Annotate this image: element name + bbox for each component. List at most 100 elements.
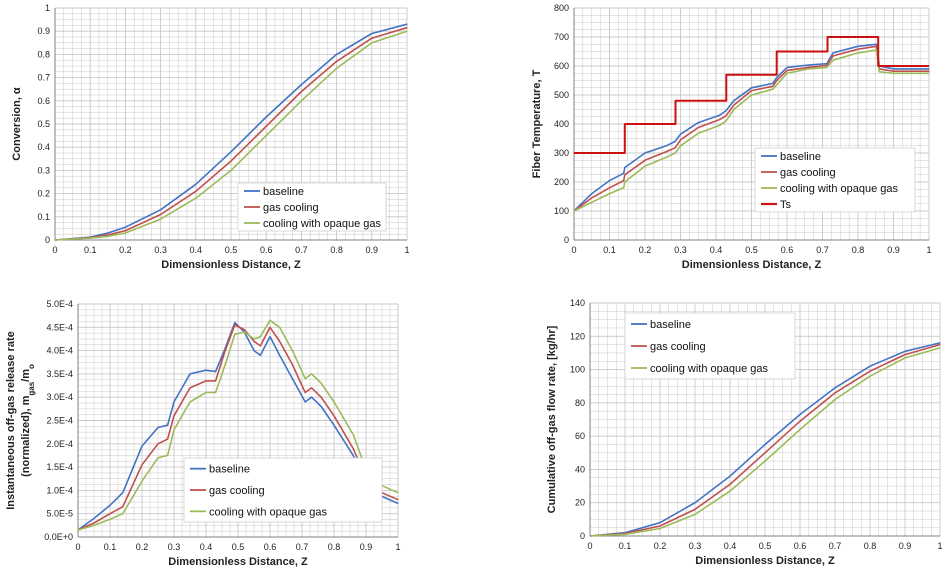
data-point — [311, 396, 313, 398]
x-tick-label: 0.7 — [829, 541, 842, 551]
data-point — [167, 438, 169, 440]
data-point — [265, 135, 267, 137]
data-point — [799, 428, 801, 431]
x-tick-label: 0.6 — [794, 541, 807, 551]
data-point — [93, 517, 95, 520]
data-point — [764, 452, 766, 454]
data-point — [776, 50, 778, 53]
y-tick-label: 0.3 — [37, 165, 50, 175]
data-point — [807, 66, 809, 68]
legend-label-baseline: baseline — [650, 319, 691, 331]
legend-label-cooling-with-opaque-gas: cooling with opaque gas — [650, 363, 769, 375]
data-point — [157, 426, 159, 429]
y-tick-label: 2.5E-4 — [46, 416, 73, 426]
y-tick-label: 0.8 — [37, 49, 50, 59]
data-point — [371, 32, 373, 35]
x-tick-label: 0.4 — [724, 541, 737, 551]
data-point — [234, 324, 236, 326]
data-point — [939, 344, 941, 346]
data-point — [122, 492, 124, 494]
data-point — [107, 234, 109, 236]
data-point — [173, 401, 175, 403]
data-point — [352, 447, 354, 450]
x-tick-label: 1 — [937, 541, 942, 551]
y-tick-label: 800 — [554, 3, 569, 13]
data-point — [215, 391, 217, 394]
y-tick-label: 1.5E-4 — [46, 462, 73, 472]
data-point — [807, 64, 809, 66]
data-point — [750, 90, 753, 92]
data-point — [167, 454, 169, 456]
data-point — [397, 492, 399, 494]
chart-1: 0 0.1 0.2 0.3 0.4 0.5 0.6 0.7 0.8 0.9 1 0 0.1 0.2 0.3 0… — [11, 3, 410, 271]
data-point — [141, 464, 143, 466]
data-point — [205, 391, 207, 394]
legend-label-cooling-with-opaque-gas: cooling with opaque gas — [209, 506, 328, 518]
data-point — [772, 82, 774, 84]
y-tick-label: 5.0E-5 — [46, 509, 73, 519]
data-point — [269, 319, 271, 321]
data-point — [269, 336, 271, 338]
data-point — [234, 333, 236, 335]
data-point — [928, 72, 930, 74]
data-point — [589, 535, 591, 537]
data-point — [624, 181, 626, 183]
data-point — [265, 125, 267, 127]
x-tick-label: 0.2 — [119, 245, 132, 255]
data-point — [397, 502, 399, 504]
data-point — [320, 405, 322, 408]
data-point — [352, 454, 354, 456]
data-point — [674, 140, 676, 142]
data-point — [173, 415, 175, 417]
data-point — [304, 378, 306, 380]
data-point — [230, 160, 232, 162]
y-tick-label: 0.6 — [37, 96, 50, 106]
data-point — [939, 342, 941, 344]
data-point — [697, 132, 699, 134]
data-point — [718, 119, 721, 121]
legend-label-gas-cooling: gas cooling — [650, 341, 706, 353]
data-point — [336, 53, 338, 56]
data-point — [729, 483, 731, 485]
data-point — [750, 87, 753, 89]
data-point — [352, 433, 354, 436]
data-point — [397, 499, 399, 501]
y-label-sub: o — [27, 364, 36, 369]
y-tick-label: 0.5 — [37, 119, 50, 129]
data-point — [195, 183, 197, 185]
y-axis-label: Fiber Temperature, T — [531, 69, 543, 178]
series-line-baseline — [54, 23, 408, 241]
y-tick-label: 0 — [564, 235, 569, 245]
y-axis-label: Cumulative off-gas flow rate, [kg/hr] — [546, 325, 558, 513]
x-tick-label: 0 — [587, 541, 592, 551]
data-point — [674, 123, 677, 125]
data-point — [674, 147, 676, 149]
data-point — [659, 525, 661, 527]
data-point — [892, 72, 895, 74]
data-point — [776, 84, 778, 86]
x-tick-label: 0.2 — [639, 245, 652, 255]
data-point — [320, 382, 322, 384]
data-point — [234, 322, 236, 324]
chart-3: 0 0.1 0.2 0.3 0.4 0.5 0.6 0.7 0.8 0.9 1 0.0E+0 5.0E-… — [5, 299, 401, 568]
data-point — [857, 45, 859, 47]
data-point — [834, 398, 836, 401]
data-point — [608, 187, 611, 189]
data-point — [291, 364, 293, 366]
legend: baseline gas cooling cooling with opaque g… — [754, 147, 916, 213]
data-point — [733, 108, 735, 111]
legend-label-baseline: baseline — [263, 186, 304, 198]
data-point — [729, 475, 731, 477]
data-point — [160, 218, 162, 220]
data-point — [694, 502, 696, 504]
y-tick-label: 300 — [554, 148, 569, 158]
x-tick-label: 0 — [52, 245, 57, 255]
data-point — [725, 74, 727, 76]
data-point — [189, 401, 191, 403]
x-tick-label: 0 — [75, 542, 80, 552]
legend-label-cooling-with-opaque-gas: cooling with opaque gas — [263, 218, 382, 230]
y-tick-label: 4.0E-4 — [46, 346, 73, 356]
y-tick-label: 500 — [554, 90, 569, 100]
x-tick-label: 0.6 — [781, 245, 794, 255]
data-point — [122, 506, 124, 508]
